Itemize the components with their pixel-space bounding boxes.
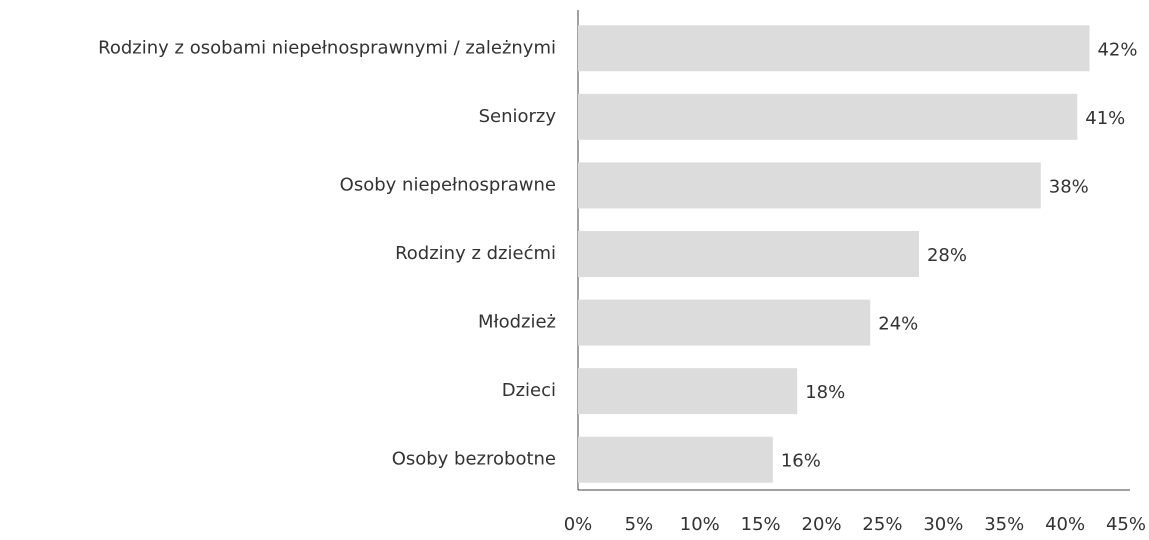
value-label: 38% <box>1049 176 1089 197</box>
value-label: 28% <box>927 245 967 266</box>
y-tick-label: Młodzież <box>478 312 556 333</box>
bar <box>578 162 1041 209</box>
bar <box>578 231 919 277</box>
x-tick-label: 40% <box>1045 514 1085 535</box>
bar <box>578 93 1078 140</box>
x-tick-label: 5% <box>625 514 654 535</box>
x-tick-label: 35% <box>984 514 1024 535</box>
x-tick-label: 45% <box>1106 514 1146 535</box>
value-label: 18% <box>805 382 845 403</box>
bar <box>578 368 798 415</box>
value-label: 42% <box>1097 39 1137 60</box>
bar <box>578 299 871 346</box>
bar <box>578 25 1090 72</box>
x-tick-label: 0% <box>564 514 593 535</box>
bar <box>578 436 773 483</box>
y-tick-label: Osoby niepełnosprawne <box>340 174 556 195</box>
y-tick-label: Osoby bezrobotne <box>392 449 556 470</box>
y-tick-label: Dzieci <box>502 380 556 401</box>
y-tick-label: Rodziny z osobami niepełnosprawnymi / za… <box>98 37 556 58</box>
x-tick-label: 20% <box>802 514 842 535</box>
x-tick-label: 10% <box>680 514 720 535</box>
x-tick-label: 15% <box>741 514 781 535</box>
x-tick-label: 30% <box>923 514 963 535</box>
value-label: 24% <box>878 314 918 335</box>
x-tick-label: 25% <box>862 514 902 535</box>
value-label: 16% <box>781 451 821 472</box>
y-tick-label: Rodziny z dziećmi <box>395 243 556 264</box>
y-tick-label: Seniorzy <box>479 106 557 127</box>
value-label: 41% <box>1085 108 1125 129</box>
